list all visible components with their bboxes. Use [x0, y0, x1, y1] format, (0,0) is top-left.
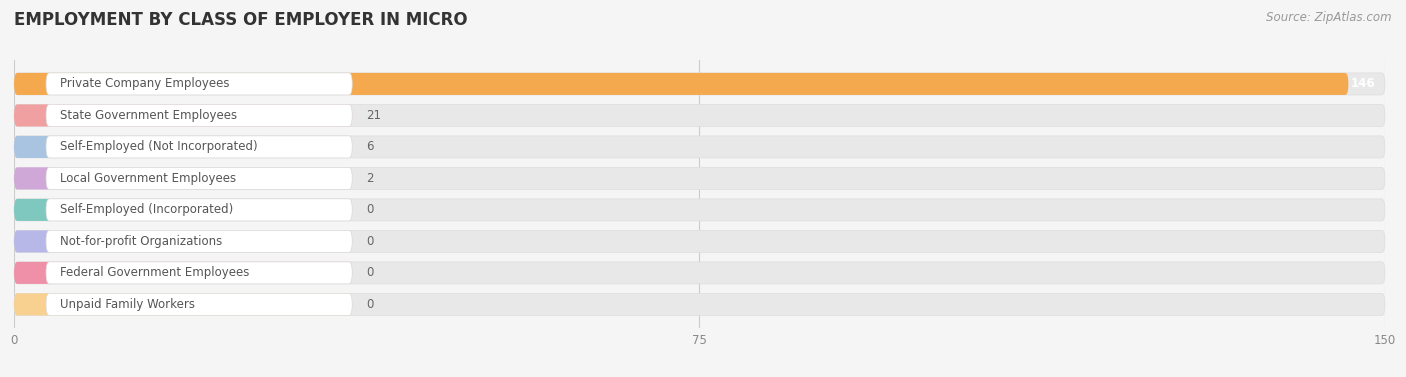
- Text: Not-for-profit Organizations: Not-for-profit Organizations: [60, 235, 222, 248]
- FancyBboxPatch shape: [46, 199, 353, 221]
- Text: Self-Employed (Incorporated): Self-Employed (Incorporated): [60, 204, 233, 216]
- FancyBboxPatch shape: [46, 73, 353, 95]
- FancyBboxPatch shape: [46, 230, 353, 253]
- FancyBboxPatch shape: [14, 104, 353, 126]
- Text: 0: 0: [366, 204, 373, 216]
- Text: 0: 0: [366, 267, 373, 279]
- Text: Private Company Employees: Private Company Employees: [60, 77, 229, 90]
- FancyBboxPatch shape: [14, 73, 1348, 95]
- Text: Source: ZipAtlas.com: Source: ZipAtlas.com: [1267, 11, 1392, 24]
- FancyBboxPatch shape: [46, 293, 353, 316]
- FancyBboxPatch shape: [14, 230, 1385, 253]
- FancyBboxPatch shape: [14, 199, 1385, 221]
- Text: Self-Employed (Not Incorporated): Self-Employed (Not Incorporated): [60, 140, 257, 153]
- FancyBboxPatch shape: [14, 167, 353, 189]
- Text: 2: 2: [366, 172, 374, 185]
- Text: 0: 0: [366, 235, 373, 248]
- Text: 0: 0: [366, 298, 373, 311]
- Text: Local Government Employees: Local Government Employees: [60, 172, 236, 185]
- FancyBboxPatch shape: [14, 136, 353, 158]
- FancyBboxPatch shape: [14, 293, 353, 316]
- FancyBboxPatch shape: [46, 136, 353, 158]
- Text: 146: 146: [1351, 77, 1376, 90]
- FancyBboxPatch shape: [46, 262, 353, 284]
- Text: Federal Government Employees: Federal Government Employees: [60, 267, 249, 279]
- Text: State Government Employees: State Government Employees: [60, 109, 236, 122]
- FancyBboxPatch shape: [14, 104, 1385, 126]
- FancyBboxPatch shape: [14, 136, 1385, 158]
- FancyBboxPatch shape: [14, 293, 1385, 316]
- Text: 6: 6: [366, 140, 374, 153]
- Text: EMPLOYMENT BY CLASS OF EMPLOYER IN MICRO: EMPLOYMENT BY CLASS OF EMPLOYER IN MICRO: [14, 11, 468, 29]
- Text: 21: 21: [366, 109, 381, 122]
- Text: Unpaid Family Workers: Unpaid Family Workers: [60, 298, 195, 311]
- FancyBboxPatch shape: [14, 167, 1385, 189]
- FancyBboxPatch shape: [14, 73, 1385, 95]
- FancyBboxPatch shape: [46, 167, 353, 189]
- FancyBboxPatch shape: [46, 104, 353, 126]
- FancyBboxPatch shape: [14, 230, 353, 253]
- FancyBboxPatch shape: [14, 262, 353, 284]
- FancyBboxPatch shape: [14, 199, 353, 221]
- FancyBboxPatch shape: [14, 262, 1385, 284]
